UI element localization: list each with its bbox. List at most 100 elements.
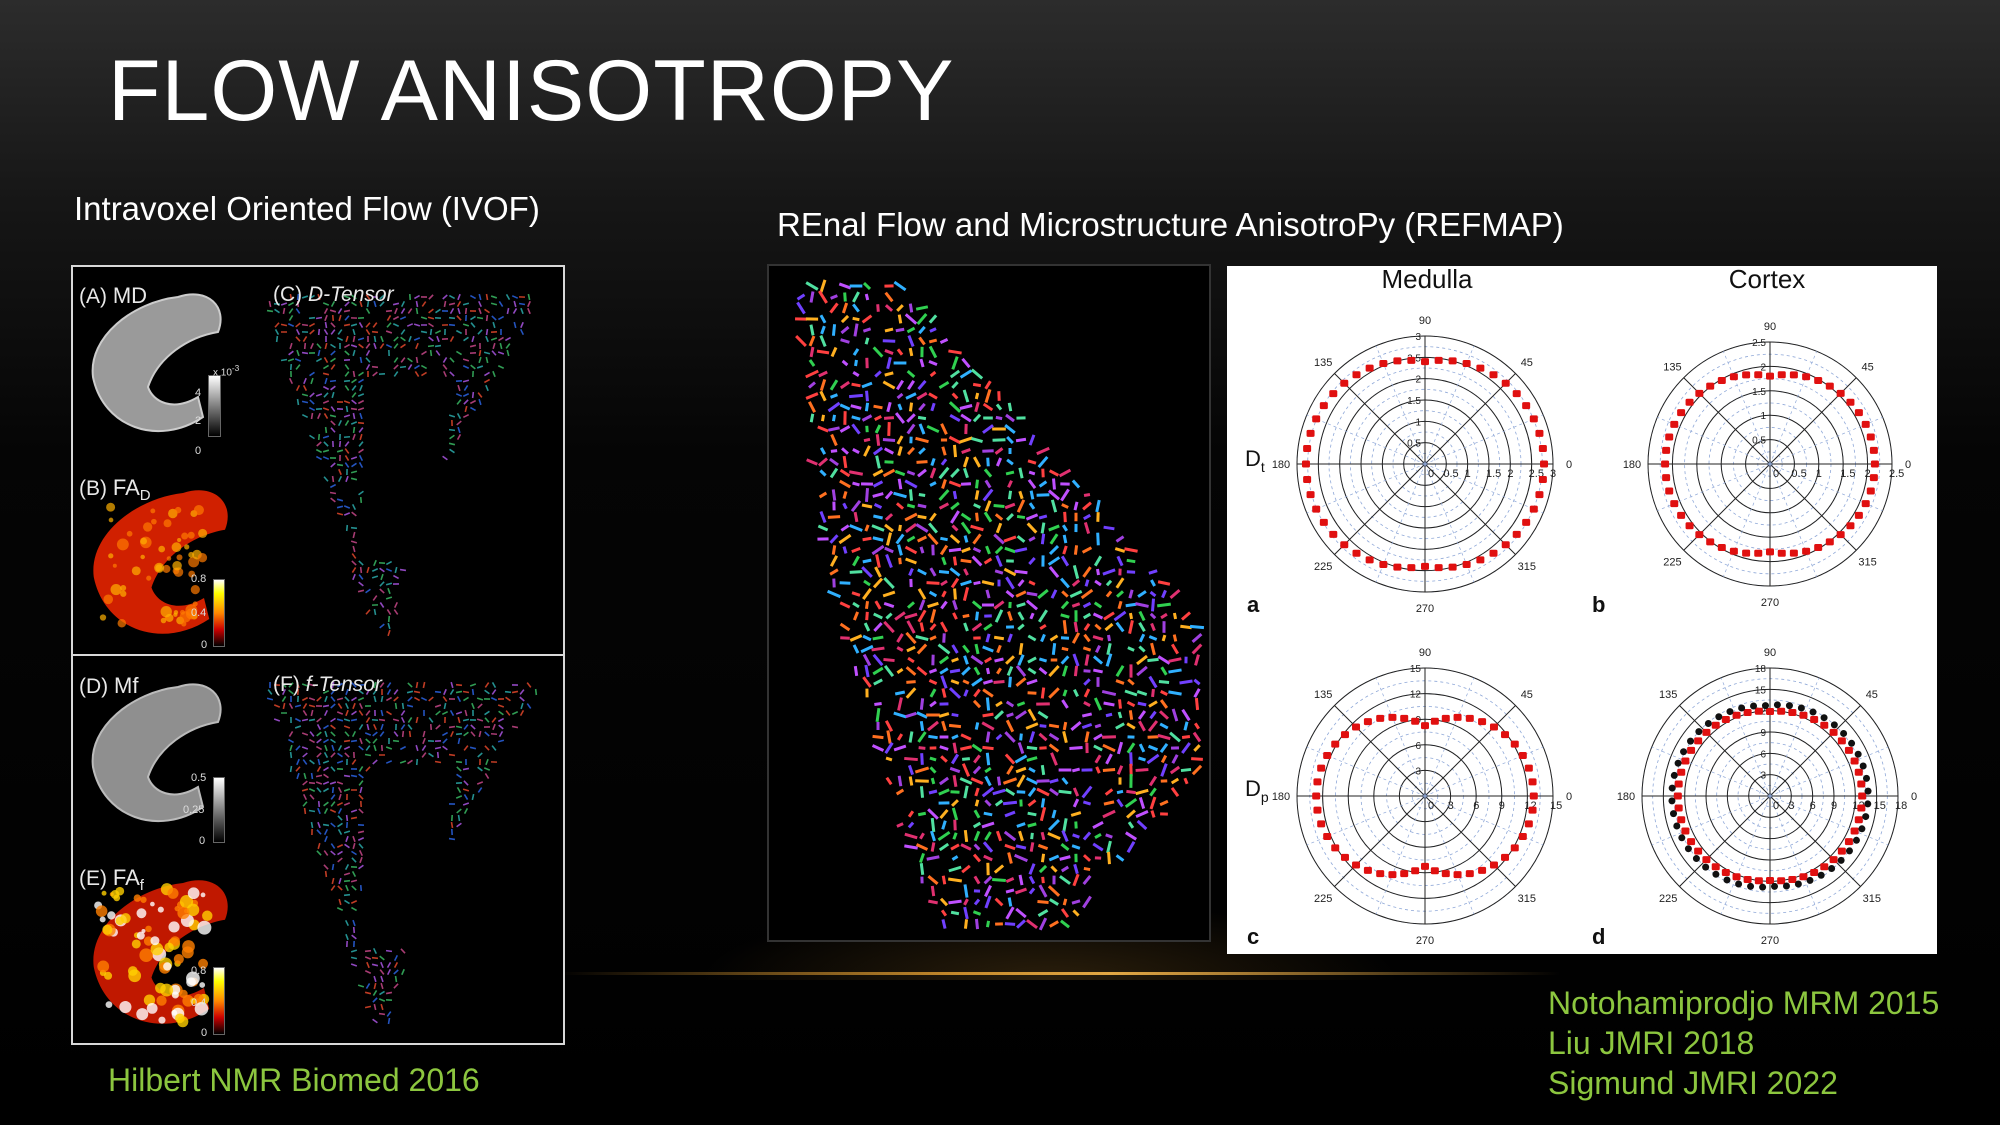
refmap-glyph (862, 327, 872, 333)
f-tensor-glyph (387, 1017, 391, 1025)
d-tensor-glyph (478, 300, 482, 308)
refmap-glyph (1194, 697, 1200, 711)
refmap-glyph (908, 731, 914, 743)
refmap-glyph (929, 327, 937, 333)
f-tensor-glyph (350, 956, 358, 960)
d-tensor-glyph (330, 300, 336, 308)
refmap-glyph (1072, 564, 1080, 580)
d-tensor-glyph (289, 363, 293, 371)
data-marker (1301, 460, 1310, 468)
refmap-glyph (829, 568, 839, 576)
f-tensor-glyph (323, 724, 329, 730)
refmap-glyph (805, 369, 819, 379)
refmap-glyph (1025, 777, 1039, 785)
refmap-glyph (917, 609, 927, 623)
faf-speckle (136, 931, 145, 940)
y-tick: 2 (1415, 375, 1421, 386)
fad-speckle (117, 618, 127, 628)
d-tensor-glyph (372, 322, 378, 328)
refmap-glyph (1135, 788, 1149, 796)
refmap-glyph (872, 469, 884, 477)
f-tensor-glyph (365, 745, 371, 751)
refmap-glyph (862, 676, 872, 688)
refmap-glyph (862, 281, 872, 291)
d-tensor-glyph (322, 372, 330, 376)
f-tensor-glyph (534, 688, 538, 696)
faf-tick-0: 0.8 (191, 965, 207, 977)
f-tensor-glyph (309, 731, 315, 737)
f-tensor-glyph (343, 830, 351, 834)
data-marker (1702, 856, 1711, 864)
d-tensor-glyph (316, 343, 322, 349)
refmap-glyph (1168, 690, 1182, 696)
f-tensor-glyph (422, 681, 426, 689)
refmap-glyph (884, 523, 894, 533)
d-tensor-glyph (323, 413, 329, 419)
refmap-glyph (852, 481, 860, 487)
refmap-glyph (927, 875, 939, 885)
data-marker (1529, 792, 1538, 800)
f-tensor-glyph (442, 745, 448, 751)
refmap-glyph (862, 653, 872, 667)
d-tensor-glyph (415, 300, 419, 308)
data-marker (1407, 564, 1416, 572)
data-marker (1363, 718, 1372, 726)
refmap-glyph (1072, 798, 1080, 808)
citation-3: Sigmund JMRI 2022 (1548, 1065, 1838, 1101)
refmap-glyph (884, 546, 894, 554)
f-tensor-glyph (364, 753, 372, 757)
refmap-glyph (863, 622, 871, 632)
refmap-glyph (1050, 752, 1058, 766)
d-tensor-glyph (337, 475, 343, 483)
mf-colorbar (213, 777, 225, 843)
d-tensor-glyph (434, 329, 442, 335)
fad-speckle (162, 564, 171, 573)
f-tensor-glyph (350, 739, 358, 743)
d-tensor-glyph (280, 358, 288, 362)
refmap-glyph (994, 447, 1004, 455)
refmap-glyph (982, 679, 994, 685)
f-tensor-glyph (330, 766, 336, 772)
refmap-glyph (1102, 743, 1116, 753)
d-tensor-glyph (464, 405, 468, 413)
refmap-glyph (1129, 752, 1133, 766)
data-marker-dark (1695, 728, 1703, 736)
f-tensor-glyph (365, 738, 371, 744)
data-marker (1837, 847, 1846, 855)
refmap-glyph (960, 558, 972, 564)
d-tensor-glyph (392, 574, 400, 580)
f-tensor-glyph (371, 956, 379, 960)
d-tensor-glyph (336, 463, 344, 467)
d-tensor-glyph (329, 483, 337, 489)
f-tensor-glyph (357, 697, 365, 701)
refmap-glyph (1094, 723, 1102, 729)
refmap-glyph (884, 349, 894, 355)
f-tensor-glyph (469, 683, 477, 687)
fad-kidney (93, 490, 228, 634)
f-tensor-glyph (267, 689, 273, 695)
d-tensor-glyph (428, 294, 434, 300)
f-tensor-glyph (449, 709, 455, 717)
refmap-glyph (893, 711, 907, 719)
faf-speckle (102, 924, 113, 935)
minor-spoke (1375, 795, 1426, 915)
data-marker (1363, 866, 1372, 874)
panel-letter-d: d (1592, 924, 1605, 949)
d-tensor-glyph (527, 307, 531, 315)
refmap-glyph (1038, 917, 1048, 931)
refmap-glyph (1137, 590, 1147, 598)
refmap-glyph (884, 304, 894, 312)
data-marker (1522, 402, 1531, 410)
refmap-glyph (897, 544, 903, 556)
d-tensor-glyph (336, 505, 344, 509)
f-tensor-glyph (324, 695, 328, 703)
data-marker-dark (1771, 882, 1779, 890)
refmap-glyph (1070, 811, 1082, 817)
refmap-glyph (1084, 579, 1090, 587)
refmap-glyph (1103, 525, 1115, 531)
x-tick: 9 (1499, 800, 1505, 812)
faf-speckle (197, 920, 212, 935)
data-marker (1717, 543, 1726, 551)
f-tensor-glyph (351, 696, 357, 702)
faf-speckle (163, 962, 172, 971)
